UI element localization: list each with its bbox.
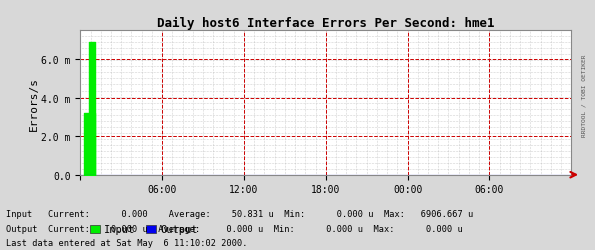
Text: RRDTOOL / TOBI OETIKER: RRDTOOL / TOBI OETIKER	[581, 54, 586, 136]
Text: Output  Current:    0.000 u  Average:     0.000 u  Min:      0.000 u  Max:      : Output Current: 0.000 u Average: 0.000 u…	[6, 224, 463, 233]
Legend: Input, Output: Input, Output	[86, 220, 202, 239]
Title: Daily host6 Interface Errors Per Second: hme1: Daily host6 Interface Errors Per Second:…	[157, 17, 494, 30]
Text: Input   Current:      0.000    Average:    50.831 u  Min:      0.000 u  Max:   6: Input Current: 0.000 Average: 50.831 u M…	[6, 209, 473, 218]
Text: Last data entered at Sat May  6 11:10:02 2000.: Last data entered at Sat May 6 11:10:02 …	[6, 238, 248, 248]
Y-axis label: Errors/s: Errors/s	[29, 76, 39, 130]
